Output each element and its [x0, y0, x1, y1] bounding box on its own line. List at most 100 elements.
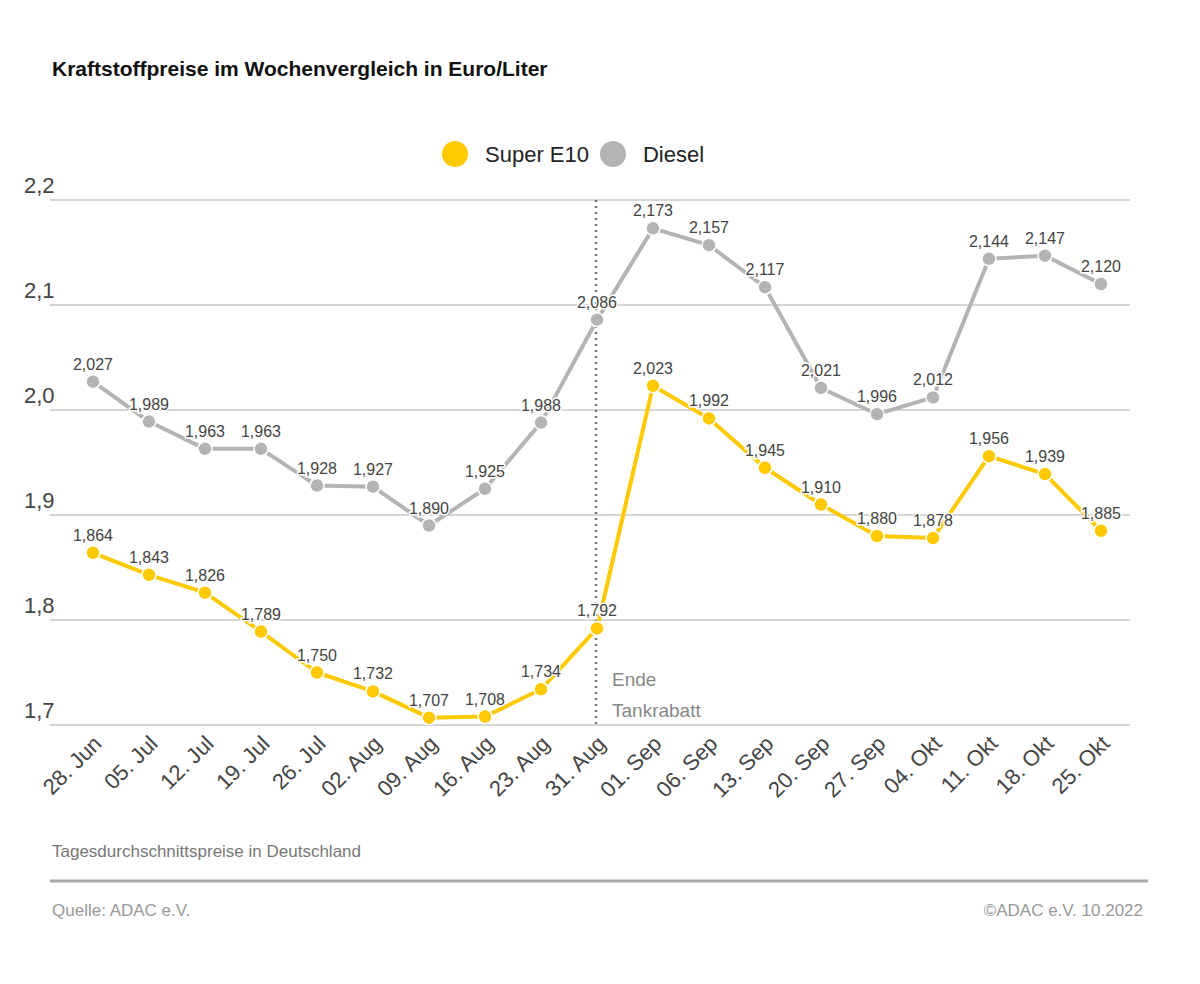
marker [590, 621, 604, 635]
footer-rule [50, 880, 1148, 883]
source: Quelle: ADAC e.V. [52, 901, 190, 920]
data-label: 1,885 [1081, 505, 1121, 522]
x-tick-label: 25. Okt [1047, 731, 1115, 799]
marker [590, 313, 604, 327]
marker [702, 238, 716, 252]
marker [870, 407, 884, 421]
data-label: 2,120 [1081, 258, 1121, 275]
annotation: Ende [612, 669, 656, 690]
y-tick-label: 2,2 [24, 173, 55, 198]
data-label: 1,927 [353, 461, 393, 478]
marker [982, 252, 996, 266]
data-labels: 2,027 1,989 1,963 1,963 1,928 1,927 1,890 1,925… [73, 202, 1121, 708]
x-tick-label: 28. Jun [38, 731, 107, 800]
data-label: 1,963 [185, 423, 225, 440]
data-label: 1,708 [465, 691, 505, 708]
x-tick-label: 31. Aug [540, 731, 610, 801]
marker [534, 682, 548, 696]
x-tick-label: 23. Aug [484, 731, 554, 801]
x-tick-label: 02. Aug [316, 731, 386, 801]
x-tick-label: 01. Sep [595, 731, 666, 802]
copyright: ©ADAC e.V. 10.2022 [984, 901, 1143, 920]
data-label: 2,021 [801, 362, 841, 379]
marker [254, 442, 268, 456]
x-tick-label: 04. Okt [879, 731, 947, 799]
series-line [93, 386, 1101, 718]
y-axis: 1,71,81,92,02,12,2 [24, 173, 1130, 725]
data-label: 2,117 [746, 261, 785, 278]
data-label: 2,023 [633, 360, 673, 377]
data-label: 2,012 [913, 371, 953, 388]
grid-line [50, 199, 1130, 201]
data-label: 1,928 [297, 460, 337, 477]
marker [982, 449, 996, 463]
x-axis: 28. Jun05. Jul12. Jul19. Jul26. Jul02. A… [38, 731, 1115, 802]
marker [310, 479, 324, 493]
x-tick-label: 27. Sep [819, 731, 890, 802]
y-tick-label: 1,9 [24, 488, 55, 513]
data-label: 1,864 [73, 527, 113, 544]
chart: Kraftstoffpreise im Wochenvergleich in E… [0, 0, 1200, 984]
marker [926, 390, 940, 404]
legend-label: Diesel [643, 142, 704, 167]
data-label: 1,910 [801, 479, 841, 496]
y-tick-label: 2,1 [24, 278, 55, 303]
marker [310, 666, 324, 680]
data-label: 1,826 [185, 567, 225, 584]
x-tick-label: 06. Sep [651, 731, 722, 802]
data-label: 1,992 [689, 392, 729, 409]
plot-area [86, 221, 1108, 724]
data-label: 1,945 [745, 442, 785, 459]
note: Tagesdurchschnittspreise in Deutschland [52, 842, 361, 861]
marker [86, 375, 100, 389]
x-tick-label: 20. Sep [763, 731, 834, 802]
data-label: 1,963 [241, 423, 281, 440]
marker [86, 546, 100, 560]
data-label: 2,173 [633, 202, 673, 219]
data-label: 2,147 [1025, 230, 1065, 247]
data-label: 1,989 [129, 396, 169, 413]
marker [534, 416, 548, 430]
data-label: 1,878 [913, 512, 953, 529]
legend-swatch [442, 141, 468, 167]
marker [814, 498, 828, 512]
x-tick-label: 11. Okt [936, 731, 1003, 798]
y-tick-label: 1,8 [24, 593, 55, 618]
marker [1038, 467, 1052, 481]
x-tick-label: 09. Aug [372, 731, 442, 801]
grid-line [50, 409, 1130, 411]
marker [478, 482, 492, 496]
data-label: 1,707 [409, 692, 449, 709]
x-tick-label: 16. Aug [428, 731, 498, 801]
legend-label: Super E10 [485, 142, 589, 167]
data-label: 1,880 [857, 510, 897, 527]
data-label: 2,086 [577, 294, 617, 311]
legend: Super E10 Diesel [442, 141, 704, 167]
data-label: 1,734 [521, 663, 561, 680]
x-tick-label: 12. Jul [155, 731, 219, 795]
series-line [93, 228, 1101, 525]
annotation-line [595, 200, 598, 725]
data-label: 1,988 [521, 397, 561, 414]
annotation: Tankrabatt [612, 700, 701, 721]
data-label: 1,925 [465, 463, 505, 480]
data-label: 2,157 [689, 219, 729, 236]
grid-line [50, 619, 1130, 621]
marker [422, 711, 436, 725]
marker [1038, 249, 1052, 263]
marker [646, 221, 660, 235]
data-label: 1,939 [1025, 448, 1065, 465]
marker [646, 379, 660, 393]
data-label: 1,789 [241, 606, 281, 623]
marker [926, 531, 940, 545]
data-label: 1,890 [409, 500, 449, 517]
marker [870, 529, 884, 543]
x-tick-label: 05. Jul [99, 731, 163, 795]
grid-line [50, 724, 1130, 726]
data-label: 2,027 [73, 356, 113, 373]
marker [478, 710, 492, 724]
data-label: 1,843 [129, 549, 169, 566]
grid-line [50, 514, 1130, 516]
marker [1094, 277, 1108, 291]
title: Kraftstoffpreise im Wochenvergleich in E… [52, 57, 548, 80]
